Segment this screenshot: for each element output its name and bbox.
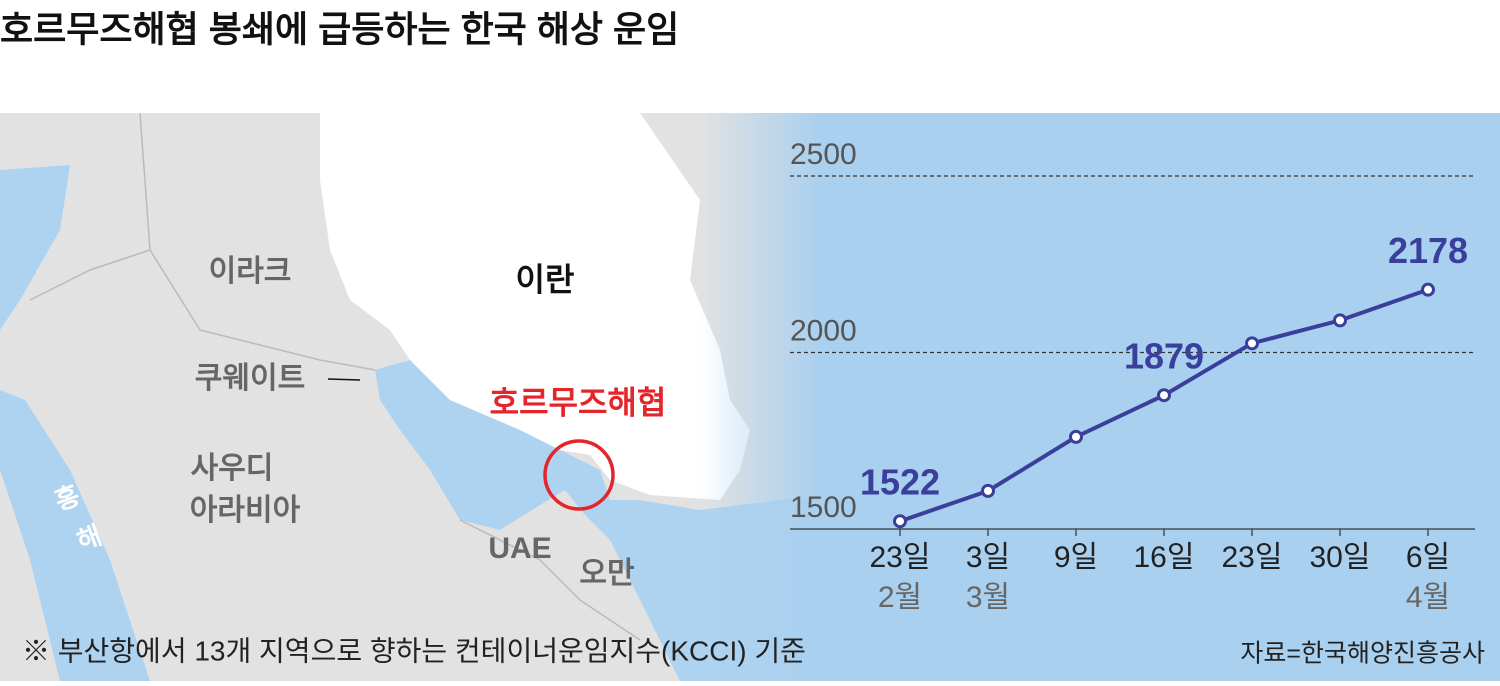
point <box>1421 282 1435 297</box>
y-tick-label: 2500 <box>790 138 857 171</box>
x-tick-label: 3일 <box>966 541 1010 574</box>
fade <box>700 113 820 681</box>
point <box>893 514 907 529</box>
border <box>29 249 151 301</box>
border <box>139 112 376 371</box>
month-label: 2월 <box>878 581 922 614</box>
sea <box>0 165 70 330</box>
month-label: 4월 <box>1406 581 1450 614</box>
map-label: 이라크 <box>209 255 292 288</box>
border <box>459 519 641 641</box>
x-tick-label: 16일 <box>1134 541 1195 574</box>
point <box>1069 429 1083 444</box>
map-label: 사우디 <box>191 452 274 485</box>
value-label: 2178 <box>1388 230 1468 271</box>
x-tick-label: 9일 <box>1054 541 1098 574</box>
map-label: 호르무즈해협 <box>490 384 667 420</box>
y-tick-label: 2000 <box>790 314 857 347</box>
point <box>981 483 995 498</box>
point <box>1157 388 1171 403</box>
x-tick-label: 23일 <box>870 541 931 574</box>
highlight <box>543 439 615 511</box>
x-tick-label: 6일 <box>1406 541 1450 574</box>
pointer <box>327 378 361 381</box>
title: 호르무즈해협 봉쇄에 급등하는 한국 해상 운임 <box>0 9 679 50</box>
value-label: 1879 <box>1124 336 1204 377</box>
map-label: UAE <box>488 532 551 565</box>
x-tick-label: 30일 <box>1310 541 1371 574</box>
source: 자료=한국해양진흥공사 <box>1240 640 1485 668</box>
iran <box>320 113 750 500</box>
red-sea <box>0 390 150 681</box>
point <box>1333 313 1347 328</box>
month-label: 3월 <box>966 581 1010 614</box>
map-label: 이란 <box>516 261 575 297</box>
y-tick-label: 1500 <box>790 491 857 524</box>
value-label: 1522 <box>860 462 940 503</box>
line-chart: 1500 2000 2500 23일 2월 3일 3월 9일 16일 23일 30일 6일 4월 1522… <box>790 138 1475 614</box>
note: ※ 부산항에서 13개 지역으로 향하는 컨테이너운임지수(KCCI) 기준 <box>22 635 806 666</box>
map-label: 쿠웨이트 <box>195 362 305 395</box>
x-tick-label: 23일 <box>1222 541 1283 574</box>
map-label: 아라비아 <box>190 494 301 527</box>
map-label: 오만 <box>579 557 635 590</box>
point <box>1245 336 1259 351</box>
